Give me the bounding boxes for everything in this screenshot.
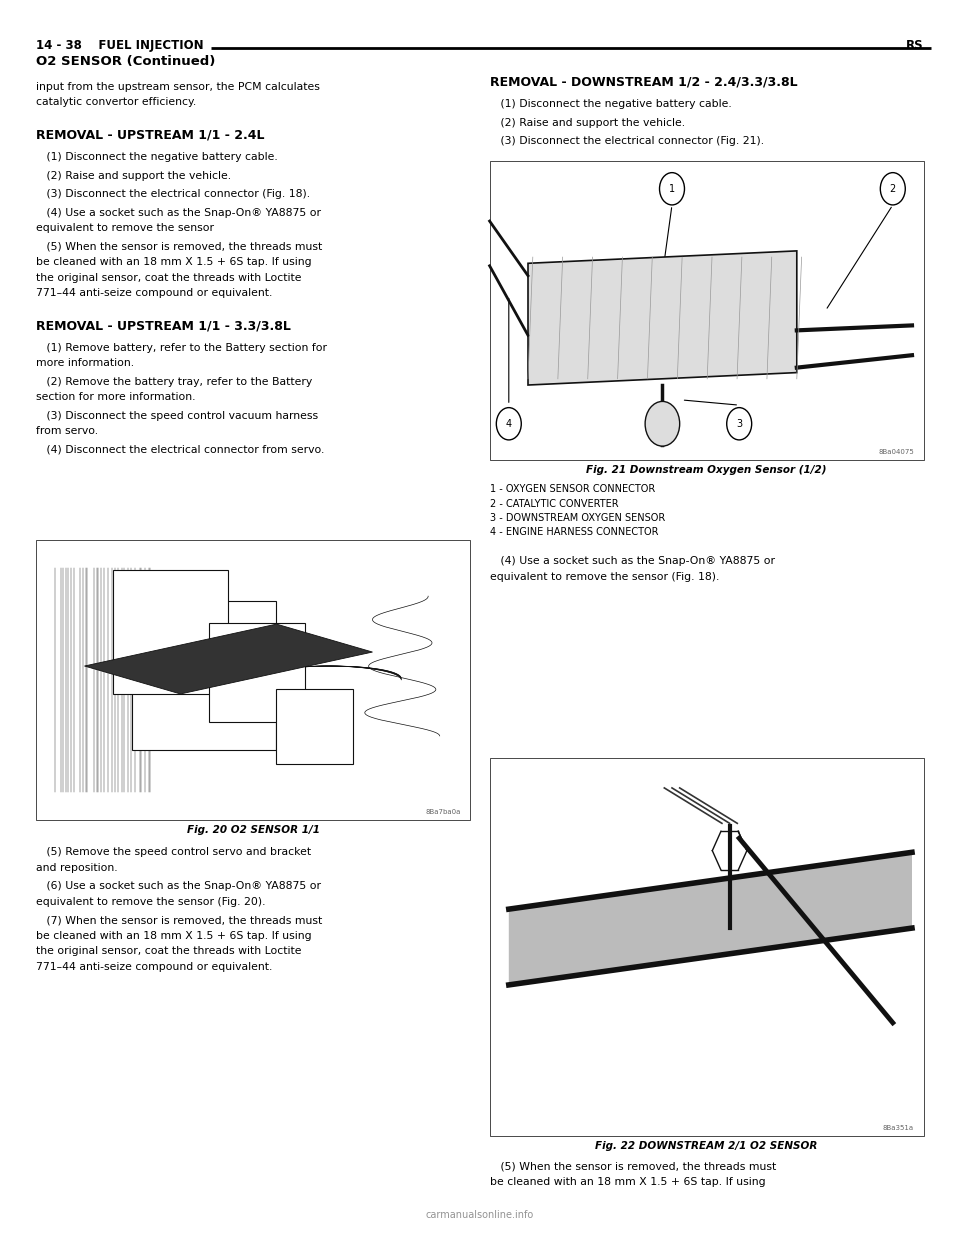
Text: (4) Disconnect the electrical connector from servo.: (4) Disconnect the electrical connector … <box>36 445 324 455</box>
Circle shape <box>645 401 680 446</box>
Text: 771–44 anti-seize compound or equivalent.: 771–44 anti-seize compound or equivalent… <box>36 961 273 971</box>
Text: equivalent to remove the sensor (Fig. 18).: equivalent to remove the sensor (Fig. 18… <box>490 571 719 582</box>
Text: the original sensor, coat the threads with Loctite: the original sensor, coat the threads wi… <box>36 946 302 956</box>
Text: (3) Disconnect the electrical connector (Fig. 18).: (3) Disconnect the electrical connector … <box>36 189 311 199</box>
Polygon shape <box>528 251 797 385</box>
Bar <box>132 601 276 750</box>
Circle shape <box>660 173 684 205</box>
Circle shape <box>880 173 905 205</box>
Text: 14 - 38    FUEL INJECTION: 14 - 38 FUEL INJECTION <box>36 39 204 51</box>
Text: (6) Use a socket such as the Snap-On® YA8875 or: (6) Use a socket such as the Snap-On® YA… <box>36 881 322 891</box>
Text: (5) When the sensor is removed, the threads must: (5) When the sensor is removed, the thre… <box>36 241 323 252</box>
Text: 1: 1 <box>669 184 675 194</box>
Text: 3 - DOWNSTREAM OXYGEN SENSOR: 3 - DOWNSTREAM OXYGEN SENSOR <box>490 513 665 523</box>
Text: and reposition.: and reposition. <box>36 862 118 873</box>
Text: (1) Disconnect the negative battery cable.: (1) Disconnect the negative battery cabl… <box>490 99 732 109</box>
Text: REMOVAL - DOWNSTREAM 1/2 - 2.4/3.3/3.8L: REMOVAL - DOWNSTREAM 1/2 - 2.4/3.3/3.8L <box>490 76 797 88</box>
Text: (1) Disconnect the negative battery cable.: (1) Disconnect the negative battery cabl… <box>36 152 278 161</box>
Text: catalytic convertor efficiency.: catalytic convertor efficiency. <box>36 98 197 108</box>
Polygon shape <box>509 852 912 985</box>
Text: be cleaned with an 18 mm X 1.5 + 6S tap. If using: be cleaned with an 18 mm X 1.5 + 6S tap.… <box>36 257 312 267</box>
Text: O2 SENSOR (Continued): O2 SENSOR (Continued) <box>36 55 216 67</box>
Text: REMOVAL - UPSTREAM 1/1 - 3.3/3.8L: REMOVAL - UPSTREAM 1/1 - 3.3/3.8L <box>36 319 291 332</box>
Circle shape <box>496 407 521 440</box>
Text: 771–44 anti-seize compound or equivalent.: 771–44 anti-seize compound or equivalent… <box>36 288 273 298</box>
Text: 4: 4 <box>506 419 512 428</box>
Bar <box>209 622 305 722</box>
Text: be cleaned with an 18 mm X 1.5 + 6S tap. If using: be cleaned with an 18 mm X 1.5 + 6S tap.… <box>490 1177 765 1187</box>
Text: (2) Raise and support the vehicle.: (2) Raise and support the vehicle. <box>490 118 684 128</box>
Bar <box>490 758 924 1136</box>
Text: equivalent to remove the sensor (Fig. 20).: equivalent to remove the sensor (Fig. 20… <box>36 897 266 907</box>
Text: (4) Use a socket such as the Snap-On® YA8875 or: (4) Use a socket such as the Snap-On® YA… <box>36 207 322 217</box>
Text: (7) When the sensor is removed, the threads must: (7) When the sensor is removed, the thre… <box>36 915 323 925</box>
Text: (5) Remove the speed control servo and bracket: (5) Remove the speed control servo and b… <box>36 847 312 857</box>
Text: RS: RS <box>906 39 924 51</box>
Bar <box>490 161 924 460</box>
Text: 3: 3 <box>736 419 742 428</box>
Text: 2: 2 <box>890 184 896 194</box>
Text: Fig. 22 DOWNSTREAM 2/1 O2 SENSOR: Fig. 22 DOWNSTREAM 2/1 O2 SENSOR <box>595 1141 818 1151</box>
Bar <box>36 540 470 820</box>
Text: (3) Disconnect the electrical connector (Fig. 21).: (3) Disconnect the electrical connector … <box>490 137 764 147</box>
Text: 8Ba04075: 8Ba04075 <box>878 448 914 455</box>
Text: more information.: more information. <box>36 358 134 368</box>
Text: 8Ba351a: 8Ba351a <box>883 1125 914 1131</box>
Text: the original sensor, coat the threads with Loctite: the original sensor, coat the threads wi… <box>36 272 302 283</box>
Text: (3) Disconnect the speed control vacuum harness: (3) Disconnect the speed control vacuum … <box>36 411 319 421</box>
Text: input from the upstream sensor, the PCM calculates: input from the upstream sensor, the PCM … <box>36 82 321 92</box>
Text: (5) When the sensor is removed, the threads must: (5) When the sensor is removed, the thre… <box>490 1161 776 1171</box>
Text: be cleaned with an 18 mm X 1.5 + 6S tap. If using: be cleaned with an 18 mm X 1.5 + 6S tap.… <box>36 930 312 940</box>
Text: (2) Raise and support the vehicle.: (2) Raise and support the vehicle. <box>36 170 231 180</box>
Polygon shape <box>84 623 372 694</box>
Text: Fig. 21 Downstream Oxygen Sensor (1/2): Fig. 21 Downstream Oxygen Sensor (1/2) <box>587 465 827 474</box>
Text: 2 - CATALYTIC CONVERTER: 2 - CATALYTIC CONVERTER <box>490 498 618 509</box>
Text: from servo.: from servo. <box>36 426 99 436</box>
Text: (4) Use a socket such as the Snap-On® YA8875 or: (4) Use a socket such as the Snap-On® YA… <box>490 556 775 566</box>
Text: REMOVAL - UPSTREAM 1/1 - 2.4L: REMOVAL - UPSTREAM 1/1 - 2.4L <box>36 128 265 142</box>
Text: 8Ba7ba0a: 8Ba7ba0a <box>425 809 461 815</box>
Text: equivalent to remove the sensor: equivalent to remove the sensor <box>36 224 214 233</box>
Text: (1) Remove battery, refer to the Battery section for: (1) Remove battery, refer to the Battery… <box>36 343 327 353</box>
Bar <box>276 689 353 764</box>
Text: 1 - OXYGEN SENSOR CONNECTOR: 1 - OXYGEN SENSOR CONNECTOR <box>490 484 655 494</box>
Bar <box>113 570 228 694</box>
Text: Fig. 20 O2 SENSOR 1/1: Fig. 20 O2 SENSOR 1/1 <box>187 825 320 835</box>
Text: section for more information.: section for more information. <box>36 392 196 402</box>
Circle shape <box>727 407 752 440</box>
Text: (2) Remove the battery tray, refer to the Battery: (2) Remove the battery tray, refer to th… <box>36 376 313 386</box>
Text: 4 - ENGINE HARNESS CONNECTOR: 4 - ENGINE HARNESS CONNECTOR <box>490 527 659 538</box>
Text: carmanualsonline.info: carmanualsonline.info <box>426 1210 534 1220</box>
